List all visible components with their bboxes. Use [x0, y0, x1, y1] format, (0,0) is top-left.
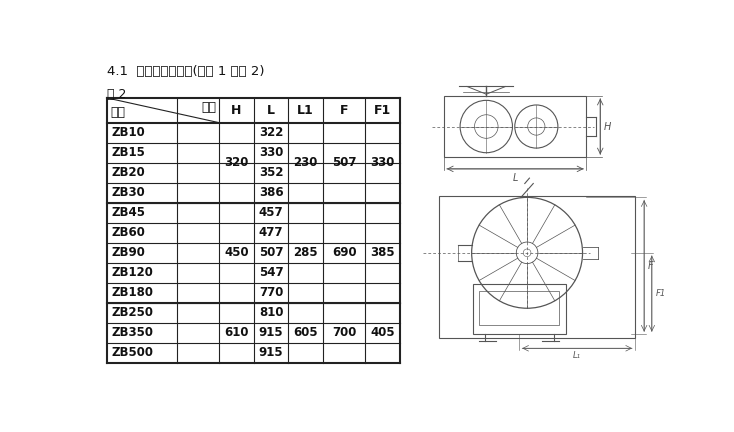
- Text: ZB350: ZB350: [112, 327, 153, 340]
- Text: ZB90: ZB90: [112, 246, 145, 259]
- Text: ZB60: ZB60: [112, 226, 145, 239]
- Text: 605: 605: [294, 327, 318, 340]
- Text: H: H: [231, 104, 241, 117]
- Text: ZB500: ZB500: [112, 346, 153, 359]
- Text: 507: 507: [259, 246, 283, 259]
- Text: ZB20: ZB20: [112, 166, 145, 179]
- Text: 320: 320: [224, 156, 249, 169]
- Bar: [479, 291, 559, 325]
- Text: ZB10: ZB10: [112, 126, 145, 139]
- Text: F: F: [648, 261, 653, 271]
- Text: 810: 810: [259, 306, 283, 319]
- Text: F: F: [340, 104, 349, 117]
- Text: L1: L1: [297, 104, 314, 117]
- Text: ZB45: ZB45: [112, 206, 145, 219]
- Text: 386: 386: [259, 186, 283, 199]
- Text: 型号: 型号: [111, 106, 126, 119]
- Text: ZB30: ZB30: [112, 186, 145, 199]
- Text: H: H: [604, 121, 611, 131]
- Text: 322: 322: [259, 126, 283, 139]
- Text: ZB250: ZB250: [112, 306, 153, 319]
- Text: 915: 915: [259, 327, 283, 340]
- Text: 770: 770: [259, 286, 283, 299]
- Text: 700: 700: [332, 327, 357, 340]
- Text: 690: 690: [332, 246, 357, 259]
- Text: ZB120: ZB120: [112, 267, 153, 280]
- Bar: [444, 96, 586, 157]
- Text: 507: 507: [332, 156, 357, 169]
- Text: 代号: 代号: [201, 101, 216, 114]
- Text: 450: 450: [224, 246, 249, 259]
- Text: L₁: L₁: [573, 351, 581, 360]
- Text: 表 2: 表 2: [107, 88, 127, 101]
- Text: 915: 915: [259, 346, 283, 359]
- Text: L: L: [267, 104, 275, 117]
- Text: ZB180: ZB180: [112, 286, 153, 299]
- Text: 4.1  外形和外形尺寸(见图 1 和表 2): 4.1 外形和外形尺寸(见图 1 和表 2): [107, 65, 265, 78]
- Text: ZB15: ZB15: [112, 146, 145, 159]
- Text: 230: 230: [294, 156, 318, 169]
- Text: 405: 405: [371, 327, 395, 340]
- Text: 610: 610: [224, 327, 249, 340]
- Text: 285: 285: [294, 246, 318, 259]
- Text: 330: 330: [259, 146, 283, 159]
- Text: F1: F1: [655, 289, 666, 298]
- Text: F1: F1: [374, 104, 391, 117]
- Text: 547: 547: [259, 267, 283, 280]
- Text: 330: 330: [371, 156, 395, 169]
- Text: 352: 352: [259, 166, 283, 179]
- Text: 385: 385: [371, 246, 395, 259]
- Text: L: L: [512, 173, 518, 183]
- Bar: [438, 196, 635, 338]
- Text: 457: 457: [259, 206, 283, 219]
- Text: 477: 477: [259, 226, 283, 239]
- Bar: [473, 284, 566, 334]
